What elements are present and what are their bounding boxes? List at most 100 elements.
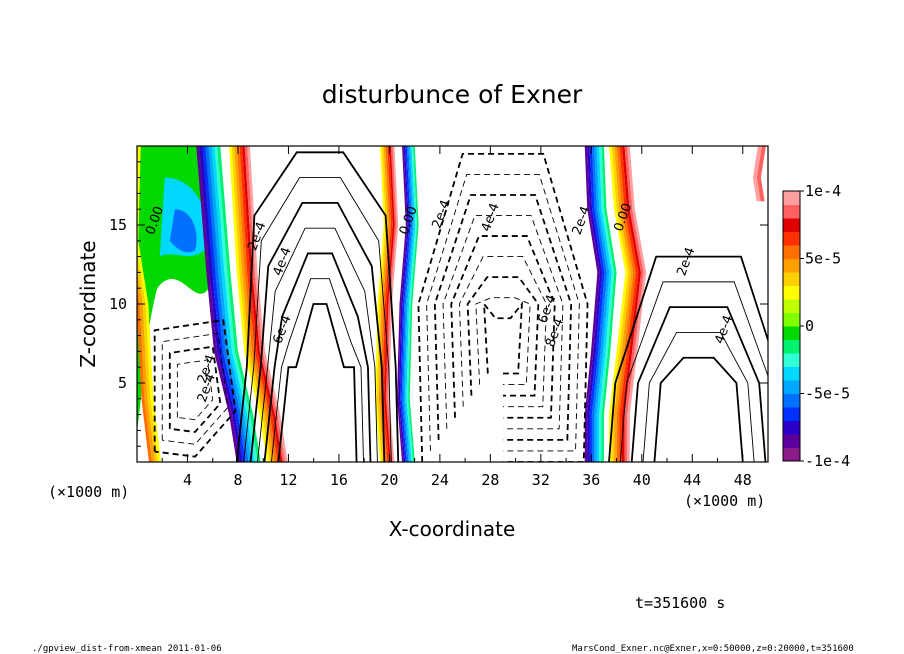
contour-line xyxy=(417,153,589,462)
field-band xyxy=(601,146,617,462)
field-band xyxy=(137,289,152,462)
colorbar-segment xyxy=(783,447,800,462)
field-band xyxy=(208,146,252,462)
field-band xyxy=(137,146,158,462)
contour-line xyxy=(235,151,400,462)
field-band xyxy=(229,146,270,462)
script-name: ./gpview_dist-from-xmean 2011-01-06 xyxy=(32,644,222,654)
field-band xyxy=(756,146,768,202)
x-axis-unit: (×1000 m) xyxy=(684,492,765,510)
x-tick-label: 28 xyxy=(481,471,499,489)
field-band xyxy=(619,146,639,462)
y-tick-label: 15 xyxy=(109,216,127,234)
contour-label: 2e-4 xyxy=(674,245,698,278)
y-tick-label: 5 xyxy=(118,374,127,392)
colorbar-segment xyxy=(783,258,800,273)
field-band xyxy=(594,146,610,462)
x-tick-label: 12 xyxy=(279,471,297,489)
field-band xyxy=(217,146,261,462)
colorbar-segment xyxy=(783,366,800,381)
x-tick-label: 44 xyxy=(683,471,701,489)
contour-field xyxy=(137,146,768,462)
field-band xyxy=(624,146,644,462)
source-info: MarsCond_Exner.nc@Exner,x=0:50000,z=0:20… xyxy=(572,644,854,654)
colorbar-segment xyxy=(783,434,800,448)
contour-line xyxy=(630,306,767,462)
contour-line xyxy=(482,301,523,375)
x-tick-label: 8 xyxy=(233,471,242,489)
colorbar-segment xyxy=(783,285,800,300)
contour-line xyxy=(442,215,564,430)
colorbar-label: 0 xyxy=(805,317,814,335)
contour-line xyxy=(653,356,744,462)
field-band xyxy=(599,146,615,462)
colorbar-segment xyxy=(783,299,800,313)
field-band xyxy=(234,146,275,462)
x-axis: 4 8 12 16 20 24 28 32 36 40 44 48 xyxy=(161,146,752,489)
field-band xyxy=(231,146,273,462)
field-band xyxy=(611,146,631,462)
colorbar-segment xyxy=(783,393,800,408)
field-band xyxy=(205,146,249,462)
x-axis-label: X-coordinate xyxy=(389,517,516,541)
contour-line xyxy=(243,177,392,462)
colorbar-segment xyxy=(783,353,800,367)
x-tick-label: 24 xyxy=(431,471,449,489)
contour-line xyxy=(249,201,386,462)
contour-label: 4e-4 xyxy=(712,313,736,346)
colorbar-segment xyxy=(783,218,800,232)
colorbar-label: 5e-5 xyxy=(805,250,841,268)
contour-label: 4e-4 xyxy=(271,245,295,278)
field-band xyxy=(589,146,605,462)
colorbar-segment xyxy=(783,272,800,286)
contour-line xyxy=(263,252,372,462)
colorbar-label: -5e-5 xyxy=(805,385,850,403)
colorbar-segment xyxy=(783,380,800,394)
colorbar-segment xyxy=(783,407,800,421)
contour-line xyxy=(426,173,580,452)
contour-line xyxy=(433,194,573,441)
field-region xyxy=(169,209,197,253)
contour-line xyxy=(257,227,378,462)
contour-line xyxy=(619,281,768,462)
contour-line xyxy=(270,278,364,462)
colorbar-label: -1e-4 xyxy=(805,452,850,470)
field-band xyxy=(587,146,603,462)
contour-line xyxy=(608,255,768,462)
contour-label: 2e-4 xyxy=(430,198,454,231)
time-label: t=351600 s xyxy=(635,594,725,612)
chart-title: disturbunce of Exner xyxy=(322,80,583,109)
x-tick-label: 36 xyxy=(582,471,600,489)
x-tick-label: 48 xyxy=(734,471,752,489)
field-band xyxy=(244,146,286,462)
colorbar-segment xyxy=(783,312,800,327)
colorbar-segment xyxy=(783,231,800,246)
contour-line xyxy=(176,359,214,421)
y-axis: 5 10 15 xyxy=(109,161,768,447)
field-band xyxy=(196,146,240,462)
contour-line xyxy=(168,345,222,433)
field-band xyxy=(627,146,647,462)
colorbar-segment xyxy=(783,420,800,435)
x-tick-label: 4 xyxy=(183,471,192,489)
y-tick-label: 10 xyxy=(109,295,127,313)
field-band xyxy=(596,146,612,462)
contour-line xyxy=(277,303,358,462)
field-band xyxy=(591,146,607,462)
x-tick-label: 40 xyxy=(633,471,651,489)
field-band xyxy=(137,270,155,462)
colorbar-segment xyxy=(783,191,800,205)
field-band xyxy=(614,146,634,462)
contour-lines xyxy=(153,151,768,462)
field-band xyxy=(239,146,280,462)
colorbar-label: 1e-4 xyxy=(805,182,841,200)
contour-line xyxy=(475,297,531,386)
contour-label: 4e-4 xyxy=(479,201,503,234)
x-tick-label: 20 xyxy=(380,471,398,489)
y-axis-label: Z-coordinate xyxy=(76,240,100,367)
contour-line xyxy=(153,319,237,458)
colorbar-segment xyxy=(783,326,800,340)
field-band xyxy=(616,146,636,462)
contour-line xyxy=(161,332,229,445)
